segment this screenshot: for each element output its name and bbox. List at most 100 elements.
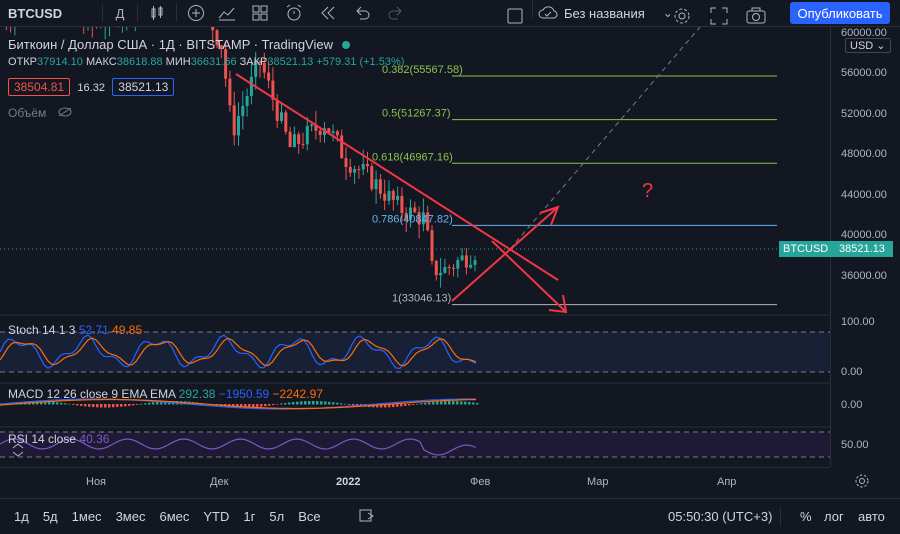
stoch-legend[interactable]: Stoch 14 1 3 52.71 49.85 <box>8 323 142 337</box>
range-1m[interactable]: 1мес <box>71 509 102 524</box>
arrow-down[interactable] <box>491 240 568 314</box>
macd-bar <box>292 402 295 405</box>
range-5y[interactable]: 5л <box>269 509 285 524</box>
redo-icon[interactable] <box>379 0 413 26</box>
macd-bar <box>436 401 439 405</box>
ask-price[interactable]: 38521.13 <box>112 78 175 96</box>
candle-body <box>331 131 335 133</box>
layout-menu[interactable]: Без названия ⌄ <box>538 0 673 26</box>
clock[interactable]: 05:50:30 (UTC+3) <box>668 509 773 524</box>
candle-body <box>301 143 305 145</box>
macd-bar <box>44 401 47 405</box>
log-toggle[interactable]: лог <box>824 509 844 524</box>
fullscreen-select-icon[interactable] <box>506 3 524 29</box>
macd-bar <box>312 401 315 405</box>
goto-date-icon[interactable] <box>352 508 382 525</box>
candle-body <box>456 260 460 269</box>
macd-line <box>0 398 476 410</box>
change-value: +579.31 (+1.53%) <box>316 56 405 68</box>
range-all[interactable]: Все <box>298 509 321 524</box>
macd-bar <box>252 404 255 408</box>
macd-bar <box>392 404 395 408</box>
candle-body <box>353 169 357 173</box>
range-ytd[interactable]: YTD <box>203 509 230 524</box>
bid-price[interactable]: 38504.81 <box>8 78 71 96</box>
currency-select[interactable]: USD ⌄ <box>845 38 891 53</box>
macd-bar <box>88 404 91 407</box>
candles-icon[interactable] <box>142 0 172 26</box>
macd-bar <box>80 404 83 406</box>
candle-body <box>340 135 344 159</box>
time-axis[interactable]: Ноя Дек 2022 Фев Мар Апр <box>0 467 830 498</box>
macd-bar <box>300 401 303 405</box>
macd-bar <box>400 404 403 407</box>
settings-gear-icon[interactable] <box>672 3 692 29</box>
macd-bar <box>320 401 323 405</box>
alert-icon[interactable] <box>277 0 311 26</box>
camera-icon[interactable] <box>746 3 766 29</box>
projection-line[interactable] <box>509 27 701 250</box>
time-label: Апр <box>717 476 737 488</box>
candle-body <box>297 134 301 144</box>
range-5d[interactable]: 5д <box>42 509 58 524</box>
volume-legend[interactable]: Объём <box>8 106 72 120</box>
replay-icon[interactable] <box>311 0 345 26</box>
range-1d[interactable]: 1д <box>14 509 29 524</box>
macd-bar <box>296 401 299 405</box>
candle-body <box>292 134 296 148</box>
stoch-d-value: 49.85 <box>112 323 143 337</box>
candle-body <box>370 166 374 190</box>
price-label: 60000.00 <box>841 27 887 39</box>
last-price-symbol-tag: BTCUSD <box>779 241 833 257</box>
macd-bar <box>60 402 63 405</box>
candle-body <box>434 260 438 276</box>
last-price-tag: 38521.13 <box>831 241 893 257</box>
time-label: Ноя <box>86 476 107 488</box>
trend-line[interactable] <box>235 73 559 281</box>
fullscreen-icon[interactable] <box>710 3 728 29</box>
candle-body <box>215 30 219 46</box>
price-chart[interactable]: 0.382(55567.58) 0.5(51267.37) 0.618(46967.… <box>0 27 830 467</box>
annotation-question[interactable]: ? <box>642 180 653 202</box>
publish-button[interactable]: Опубликовать <box>790 2 890 24</box>
indicators-icon[interactable] <box>211 0 243 26</box>
axis-settings-gear-icon[interactable] <box>854 473 870 492</box>
collapse-panes-icon[interactable] <box>10 442 26 461</box>
templates-icon[interactable] <box>243 0 277 26</box>
macd-bar <box>432 401 435 405</box>
macd-bar <box>376 404 379 408</box>
candle-body <box>335 131 339 136</box>
divider <box>780 507 781 526</box>
macd-bar <box>116 404 119 408</box>
candle-body <box>344 158 348 168</box>
macd-legend[interactable]: MACD 12 26 close 9 EMA EMA 292.38 −1950.… <box>8 387 323 401</box>
range-1y[interactable]: 1г <box>243 509 256 524</box>
symbol-search[interactable]: BTCUSD <box>8 5 63 21</box>
auto-toggle[interactable]: авто <box>858 509 885 524</box>
chart-title[interactable]: Биткоин / Доллар США · 1Д · BITSTAMP · T… <box>8 37 351 52</box>
interval-button[interactable]: Д <box>115 5 125 21</box>
range-3m[interactable]: 3мес <box>115 509 146 524</box>
macd-axis-label: 0.00 <box>841 399 863 411</box>
fib-retracement[interactable]: 0.382(55567.58) 0.5(51267.37) 0.618(46967.… <box>372 64 777 306</box>
high-value: 38618.88 <box>116 56 163 68</box>
macd-bar <box>240 404 243 408</box>
macd-bar <box>100 404 103 408</box>
rsi-legend[interactable]: RSI 14 close 40.36 <box>8 432 109 446</box>
add-indicator-icon[interactable] <box>181 0 211 26</box>
macd-bar <box>352 404 355 406</box>
eye-hidden-icon[interactable] <box>58 106 72 120</box>
macd-bar <box>424 402 427 405</box>
rsi-band <box>0 432 830 457</box>
undo-icon[interactable] <box>345 0 379 26</box>
candle-body <box>430 230 434 261</box>
chevron-down-icon: ⌄ <box>662 6 673 20</box>
candle-body <box>400 195 404 214</box>
macd-label: MACD 12 26 close 9 EMA EMA <box>8 387 176 401</box>
price-axis[interactable]: 60000.00 USD ⌄ 56000.00 52000.00 48000.0… <box>830 27 900 467</box>
percent-toggle[interactable]: % <box>800 509 812 524</box>
range-6m[interactable]: 6мес <box>159 509 190 524</box>
divider <box>176 4 177 22</box>
macd-bar <box>84 404 87 407</box>
macd-bar <box>468 402 471 405</box>
